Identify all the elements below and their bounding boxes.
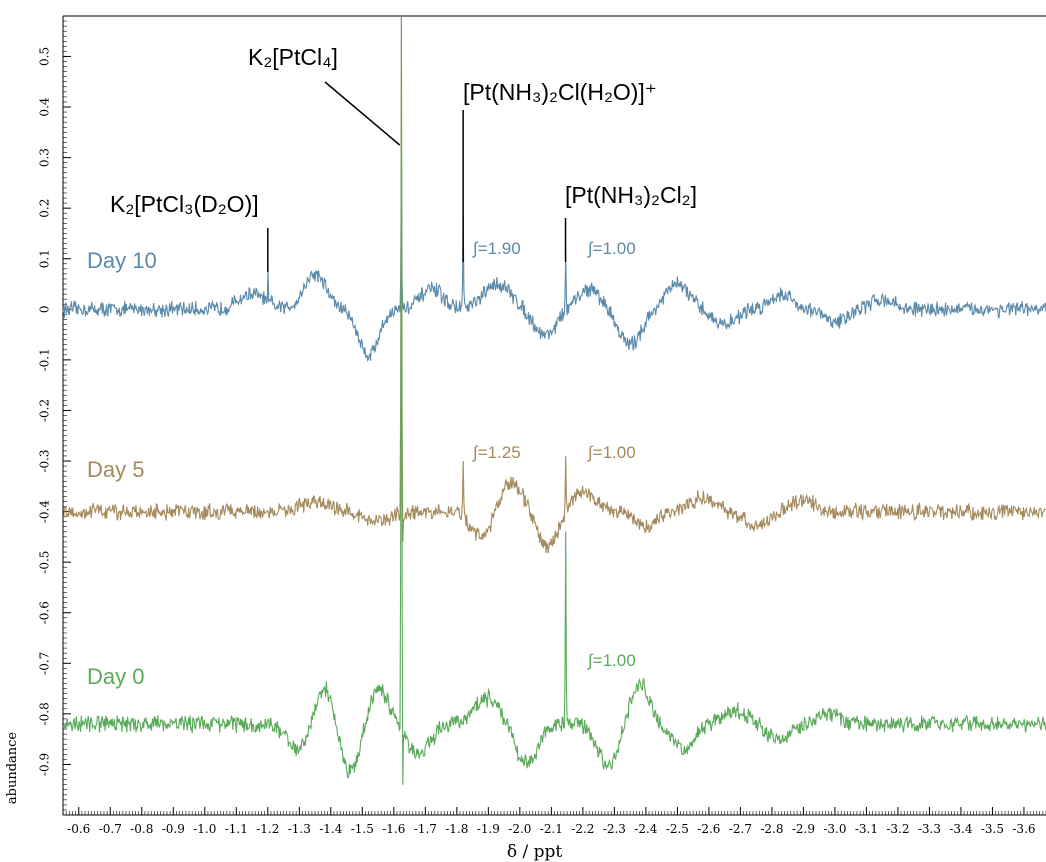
- compound-label-pt-nh3-cl-h2o: [Pt(NH₃)₂Cl(H₂O)]⁺: [463, 79, 657, 105]
- y-tick-label: 0.1: [38, 249, 52, 268]
- compound-label-ptcl4: K₂[PtCl₄]: [248, 44, 338, 70]
- series-line-day-5: [62, 15, 1046, 554]
- x-tick-label: -2.3: [603, 822, 626, 836]
- x-tick-label: -2.5: [666, 822, 689, 836]
- x-tick-labels: -0.6 -0.7 -0.8 -0.9 -1.0 -1.1 -1.2 -1.3 -1.4 -1.5…: [67, 807, 1036, 836]
- x-tick-label: -0.9: [162, 822, 185, 836]
- series-layer: [62, 15, 1046, 785]
- x-tick-label: -1.1: [225, 822, 248, 836]
- x-tick-label: -1.3: [288, 822, 311, 836]
- x-axis-title: δ / ppt: [507, 842, 563, 862]
- y-tick-label: -0.7: [38, 652, 52, 675]
- y-tick-label: -0.6: [38, 601, 52, 624]
- y-tick-label: -0.5: [38, 551, 52, 574]
- y-tick-label: 0.2: [38, 199, 52, 218]
- y-tick-label: -0.3: [38, 449, 52, 472]
- integral-label-day5-2: ∫=1.00: [587, 443, 636, 462]
- annotation-leaders: [267, 81, 567, 272]
- series-line-day-0: [62, 15, 1046, 785]
- integral-label-day10-2: ∫=1.00: [587, 239, 636, 258]
- x-tick-label: -0.8: [130, 822, 153, 836]
- x-tick-label: -2.2: [571, 822, 594, 836]
- y-tick-label: 0: [38, 305, 52, 313]
- x-tick-label: -3.4: [949, 822, 973, 836]
- x-tick-label: -1.6: [382, 822, 405, 836]
- integral-label-day10-1: ∫=1.90: [472, 239, 521, 258]
- y-tick-label: -0.8: [38, 702, 52, 725]
- x-tick-label: -2.4: [634, 822, 658, 836]
- series-label-day-5: Day 5: [87, 457, 144, 482]
- x-tick-label: -2.6: [697, 822, 720, 836]
- x-tick-label: -1.8: [445, 822, 468, 836]
- x-tick-label: -1.5: [351, 822, 374, 836]
- y-tick-label: -0.1: [38, 348, 52, 371]
- x-minor-ticks: [62, 811, 1046, 815]
- x-tick-label: -3.5: [981, 822, 1004, 836]
- series-line-day-10: [62, 172, 1046, 362]
- leader-ptcl4: [324, 81, 401, 146]
- y-minor-ticks: [63, 15, 67, 816]
- x-tick-label: -1.4: [319, 822, 343, 836]
- integral-label-day5-1: ∫=1.25: [472, 443, 521, 462]
- x-tick-label: -2.1: [540, 822, 563, 836]
- y-tick-label: 0.3: [38, 148, 52, 167]
- x-tick-label: -3.1: [855, 822, 878, 836]
- y-tick-label: -0.9: [38, 753, 52, 776]
- x-tick-label: -3.0: [823, 822, 846, 836]
- x-tick-label: -0.7: [99, 822, 122, 836]
- x-tick-label: -1.2: [256, 822, 279, 836]
- x-tick-label: -3.2: [886, 822, 909, 836]
- x-tick-label: -2.0: [508, 822, 531, 836]
- y-tick-label: -0.2: [38, 399, 52, 422]
- x-tick-label: -3.3: [918, 822, 941, 836]
- y-axis-title: abundance: [5, 732, 20, 805]
- x-tick-label: -2.7: [729, 822, 752, 836]
- integral-label-day0: ∫=1.00: [587, 651, 636, 670]
- y-tick-labels: 0.5 0.4 0.3 0.2 0.1 0 -0.1 -0.2 -0.3 -0.4 -0.5 -0.6…: [38, 47, 71, 776]
- compound-label-ptcl3-d2o: K₂[PtCl₃(D₂O)]: [110, 191, 259, 217]
- series-label-day-10: Day 10: [87, 248, 157, 273]
- y-tick-label: 0.5: [38, 47, 52, 66]
- axes: 0.5 0.4 0.3 0.2 0.1 0 -0.1 -0.2 -0.3 -0.4 -0.5 -0.6…: [5, 15, 1046, 862]
- x-tick-label: -1.7: [414, 822, 437, 836]
- x-tick-label: -2.9: [792, 822, 815, 836]
- x-tick-label: -3.6: [1012, 822, 1035, 836]
- x-tick-label: -2.8: [760, 822, 783, 836]
- x-tick-label: -1.9: [477, 822, 500, 836]
- x-tick-label: -1.0: [193, 822, 216, 836]
- x-tick-label: -0.6: [67, 822, 90, 836]
- series-label-day-0: Day 0: [87, 664, 144, 689]
- compound-label-pt-nh3-cl2: [Pt(NH₃)₂Cl₂]: [565, 182, 697, 208]
- y-tick-label: -0.4: [38, 500, 52, 524]
- y-tick-label: 0.4: [38, 97, 52, 116]
